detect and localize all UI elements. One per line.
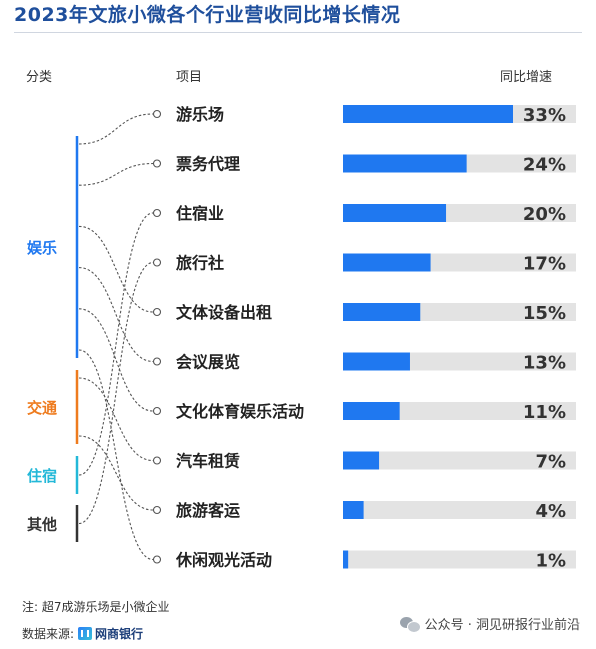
bar-track [343,501,576,519]
header-item: 项目 [176,70,203,85]
category-label: 会议展览 [176,353,240,372]
row-marker [152,505,162,515]
connector-line [78,435,154,511]
title-divider [14,32,582,33]
bar [343,253,431,272]
category-label: 休闲观光活动 [175,551,272,570]
row-marker [152,159,162,168]
connector-line [78,225,154,313]
footnote: 注: 超7成游乐场是小微企业 [22,600,170,614]
row-marker [152,357,162,366]
bar-track [343,402,576,420]
wechat-attribution: 公众号 · 洞见研报行业前沿 [399,614,580,633]
header-growth: 同比增速 [500,70,553,85]
connector-line [78,377,154,462]
value-label: 1% [535,551,566,572]
group-label: 交通 [27,399,57,417]
bar [343,303,421,321]
group-label: 其他 [27,516,57,534]
bar [343,105,513,123]
data-source: 数据来源: 网商银行 [22,625,143,642]
category-label: 住宿业 [176,204,224,223]
group-label: 住宿 [27,467,57,485]
row-marker [152,555,162,564]
connector-line [78,261,154,525]
bar [343,451,380,470]
value-label: 13% [523,353,566,374]
chart-title: 2023年文旅小微各个行业营收同比增长情况 [14,4,401,26]
row-marker [152,456,162,465]
bar [343,501,364,519]
wechat-text: 公众号 · 洞见研报行业前沿 [424,618,580,633]
wangshang-logo-icon [78,627,93,640]
value-label: 11% [523,402,566,423]
group-label: 娱乐 [27,239,57,257]
category-label: 票务代理 [176,155,240,174]
category-label: 旅游客运 [176,501,240,520]
wechat-icon [399,616,421,633]
row-marker [152,406,162,416]
source-label: 数据来源: [22,627,75,641]
bar-track [343,550,576,569]
value-label: 33% [523,105,566,126]
row-marker [152,307,162,317]
connector-line [78,113,154,145]
bar [343,204,447,222]
bar-track [343,451,576,470]
header-category: 分类 [26,70,53,85]
connector-line [78,162,154,186]
connector-line [78,349,154,561]
value-label: 17% [523,254,566,275]
row-marker [152,258,162,267]
connector-line [78,267,154,363]
bar [343,402,400,420]
category-label: 文化体育娱乐活动 [176,402,304,421]
connector-line [78,212,154,476]
source-brand: 网商银行 [95,627,144,641]
category-label: 文体设备出租 [176,303,272,322]
bar [343,550,349,569]
category-label: 旅行社 [176,254,224,273]
value-label: 7% [535,452,566,473]
row-marker [152,109,162,119]
value-label: 4% [535,501,566,522]
bar [343,154,467,173]
value-label: 20% [523,204,566,225]
value-label: 15% [523,303,566,324]
category-label: 游乐场 [176,105,224,124]
row-marker [152,208,162,218]
bar [343,352,410,371]
value-label: 24% [523,155,566,176]
category-label: 汽车租赁 [176,452,240,471]
